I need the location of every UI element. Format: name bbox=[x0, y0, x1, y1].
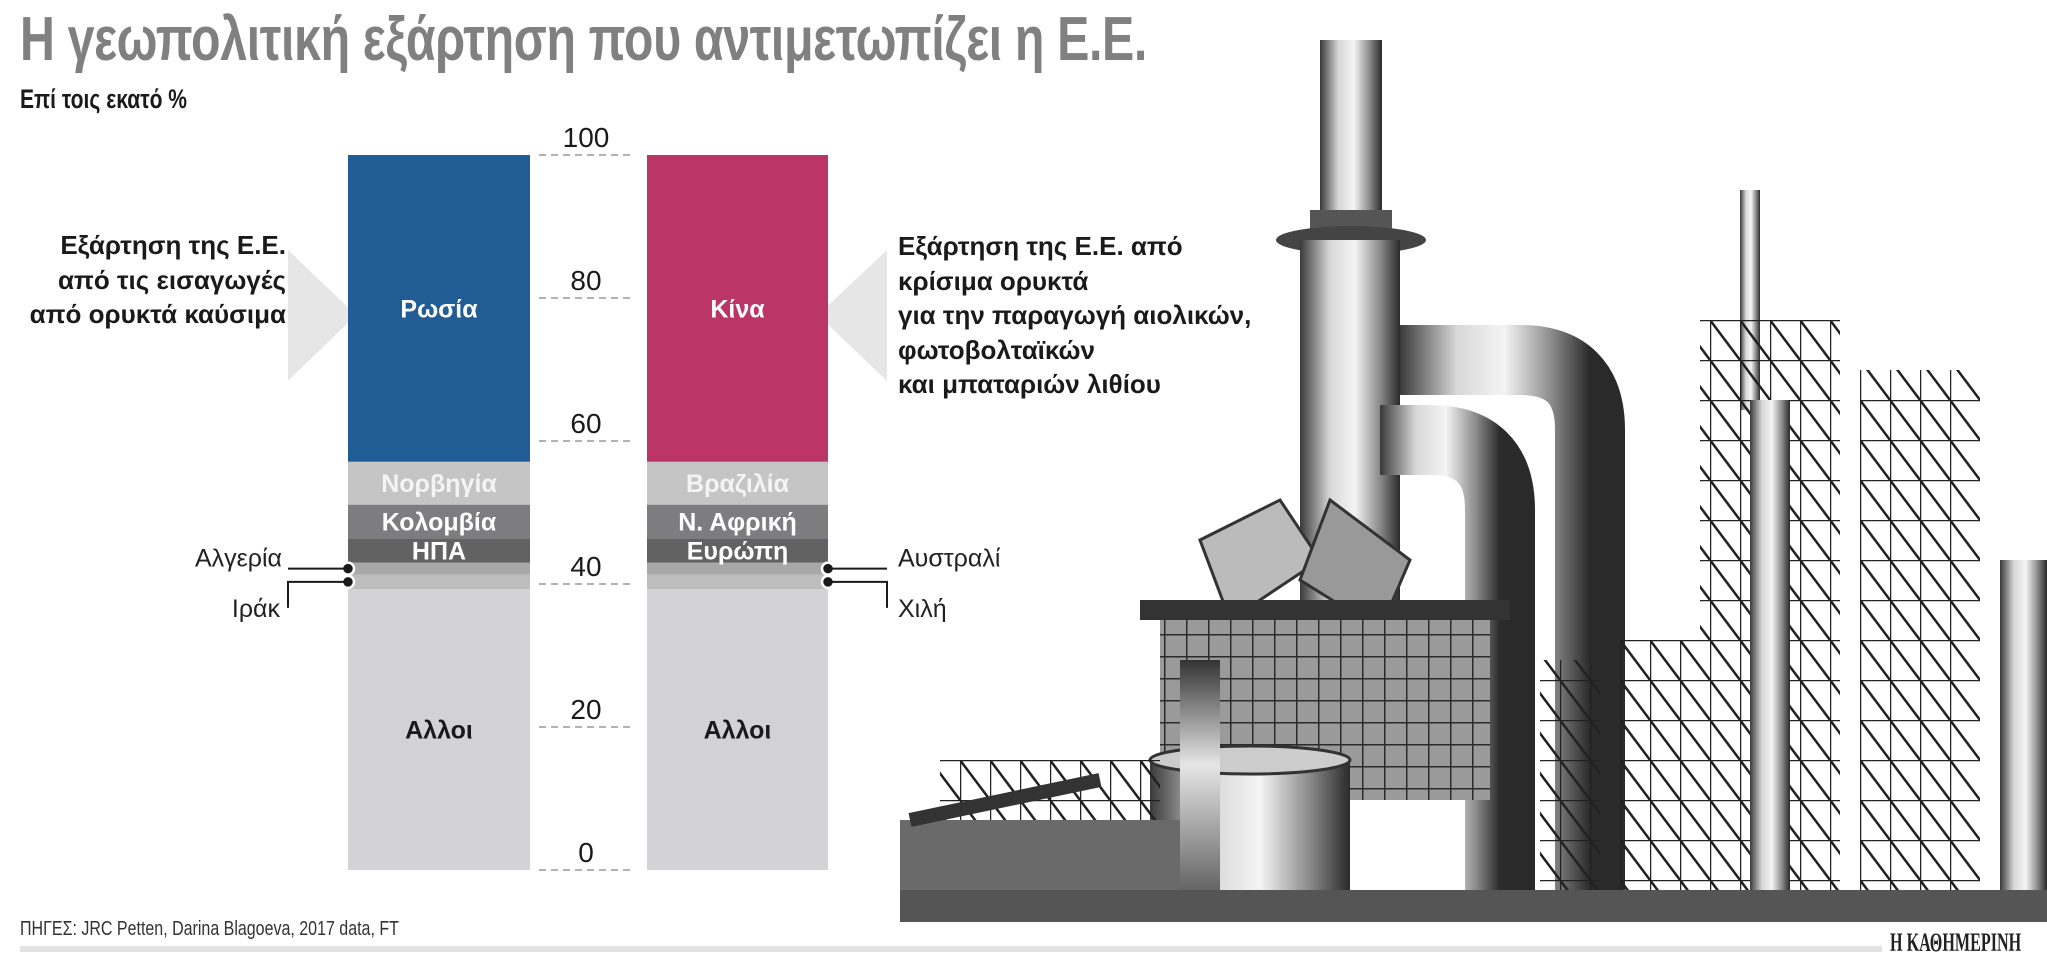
left-annotation: Εξάρτηση της Ε.Ε. από τις εισαγωγές από … bbox=[30, 228, 286, 332]
segment-label: ΗΠΑ bbox=[412, 537, 466, 565]
right-pointer-triangle bbox=[818, 250, 887, 381]
bar-segment bbox=[348, 538, 530, 563]
y-tick-label: 100 bbox=[563, 122, 610, 153]
callout-label: Αλγερία bbox=[195, 545, 282, 573]
bar-segment bbox=[647, 155, 828, 462]
bar-segment bbox=[647, 461, 828, 505]
segment-label: Ευρώπη bbox=[687, 537, 789, 565]
segment-label: Νορβηγία bbox=[381, 470, 497, 498]
segment-label: Ρωσία bbox=[400, 295, 478, 323]
segment-label: Βραζιλία bbox=[686, 470, 790, 498]
bar-segment bbox=[348, 589, 530, 870]
footer-divider bbox=[20, 946, 1882, 952]
bar-segment bbox=[348, 461, 530, 505]
bar-segment bbox=[348, 155, 530, 462]
left-pointer-triangle bbox=[288, 250, 356, 381]
source-note: ΠΗΓΕΣ: JRC Petten, Darina Blagoeva, 2017… bbox=[20, 918, 399, 940]
y-tick-label: 20 bbox=[570, 694, 601, 725]
segment-label: Αλλοι bbox=[704, 717, 772, 745]
annotation-line: από τις εισαγωγές bbox=[57, 264, 286, 295]
y-tick-label: 40 bbox=[570, 551, 601, 582]
annotation-line: για την παραγωγή αιολικών, bbox=[898, 300, 1252, 330]
bar-segment bbox=[647, 589, 828, 870]
annotation-line: Εξάρτηση της Ε.Ε. από bbox=[898, 231, 1183, 261]
annotation-line: από ορυκτά καύσιμα bbox=[29, 299, 286, 329]
segment-label: Κίνα bbox=[710, 295, 765, 323]
annotation-line: φωτοβολταϊκών bbox=[898, 334, 1095, 365]
segment-label: Ν. Αφρική bbox=[678, 508, 797, 536]
annotation-line: κρίσιμα ορυκτά bbox=[898, 265, 1089, 296]
y-tick-label: 80 bbox=[570, 265, 601, 296]
callout-label: Αυστραλία bbox=[898, 545, 1000, 573]
bar-segment bbox=[348, 504, 530, 539]
y-tick-label: 0 bbox=[578, 837, 594, 868]
callout-line bbox=[828, 580, 888, 608]
bar-segment bbox=[647, 504, 828, 539]
callout-label: Χιλή bbox=[898, 595, 947, 623]
segment-label: Αλλοι bbox=[405, 717, 473, 745]
bar-segment bbox=[348, 562, 530, 575]
annotation-line: και μπαταριών λιθίου bbox=[898, 369, 1161, 399]
chart-title: Η γεωπολιτική εξάρτηση που αντιμετωπίζει… bbox=[20, 5, 1147, 74]
bar-segment bbox=[647, 538, 828, 563]
annotation-line: Εξάρτηση της Ε.Ε. bbox=[60, 230, 286, 260]
bar-segment bbox=[647, 562, 828, 575]
callout-label: Ιράκ bbox=[232, 595, 281, 623]
right-annotation: Εξάρτηση της Ε.Ε. από κρίσιμα ορυκτά για… bbox=[898, 229, 1251, 402]
publisher-logo: Η ΚΑΘΗΜΕΡΙΝΗ bbox=[1890, 928, 2022, 957]
segment-label: Κολομβία bbox=[382, 508, 497, 536]
callout-line bbox=[287, 580, 348, 608]
chart-subtitle: Επί τοις εκατό % bbox=[20, 84, 188, 114]
bar-segment bbox=[647, 574, 828, 590]
bar-segment bbox=[348, 574, 530, 590]
industrial-refinery-photo bbox=[900, 40, 2047, 922]
y-tick-label: 60 bbox=[570, 408, 601, 439]
